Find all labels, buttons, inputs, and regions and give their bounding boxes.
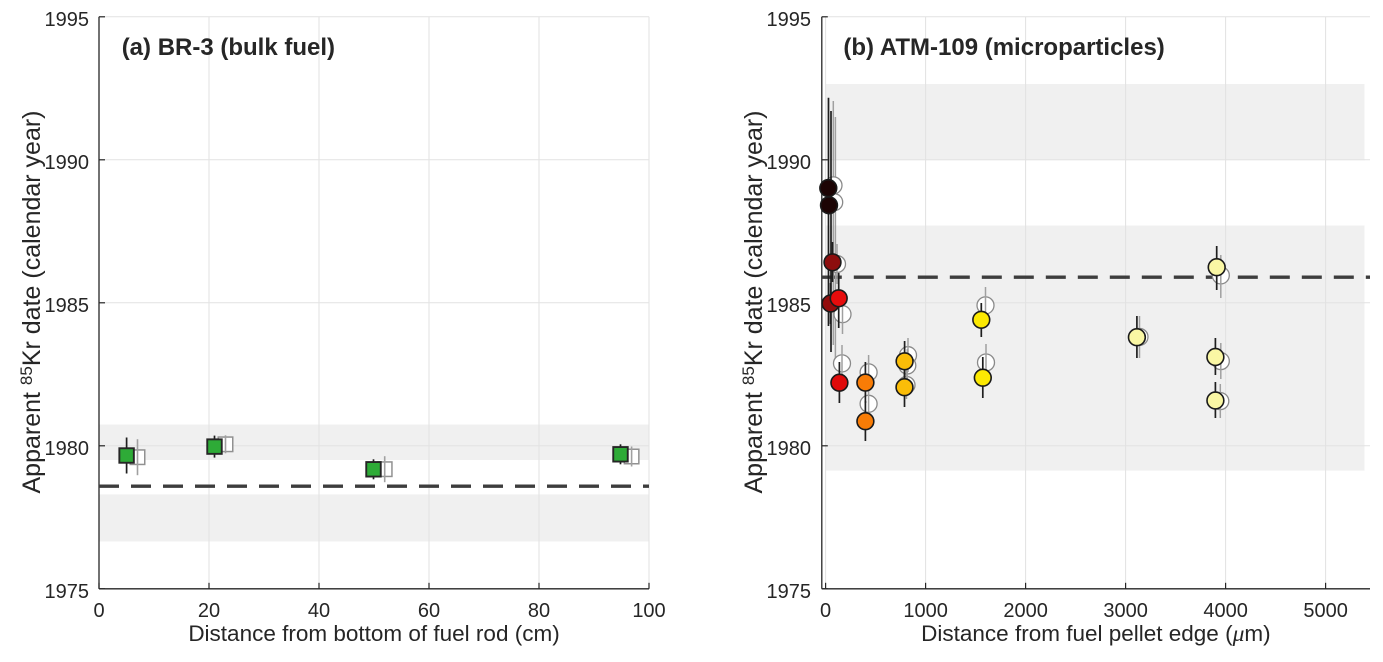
svg-text:1980: 1980 <box>45 438 90 460</box>
svg-text:(b) ATM-109 (microparticles): (b) ATM-109 (microparticles) <box>843 34 1164 61</box>
svg-text:80: 80 <box>528 600 550 622</box>
svg-text:60: 60 <box>418 600 440 622</box>
svg-text:Apparent 85Kr date (calendar y: Apparent 85Kr date (calendar year) <box>739 110 768 493</box>
svg-text:1990: 1990 <box>45 152 90 174</box>
svg-text:4000: 4000 <box>1203 600 1248 622</box>
svg-text:1000: 1000 <box>903 600 948 622</box>
svg-text:Distance from bottom of fuel r: Distance from bottom of fuel rod (cm) <box>188 621 559 646</box>
svg-text:(a) BR-3 (bulk fuel): (a) BR-3 (bulk fuel) <box>122 34 335 61</box>
svg-text:1975: 1975 <box>45 581 90 603</box>
svg-text:Apparent 85Kr date (calendar y: Apparent 85Kr date (calendar year) <box>17 110 46 493</box>
svg-text:20: 20 <box>198 600 220 622</box>
svg-text:3000: 3000 <box>1103 600 1148 622</box>
svg-text:1975: 1975 <box>767 581 812 603</box>
svg-text:Distance from fuel pellet edge: Distance from fuel pellet edge (μm) <box>921 621 1270 647</box>
svg-text:1985: 1985 <box>767 295 812 317</box>
svg-text:100: 100 <box>632 600 665 622</box>
svg-text:1995: 1995 <box>45 9 90 31</box>
svg-text:0: 0 <box>820 600 831 622</box>
svg-text:2000: 2000 <box>1003 600 1048 622</box>
svg-text:40: 40 <box>308 600 330 622</box>
svg-text:5000: 5000 <box>1303 600 1348 622</box>
svg-text:1980: 1980 <box>767 438 812 460</box>
svg-text:0: 0 <box>93 600 104 622</box>
svg-text:1990: 1990 <box>767 152 812 174</box>
svg-text:1985: 1985 <box>45 295 90 317</box>
svg-text:1995: 1995 <box>767 9 812 31</box>
